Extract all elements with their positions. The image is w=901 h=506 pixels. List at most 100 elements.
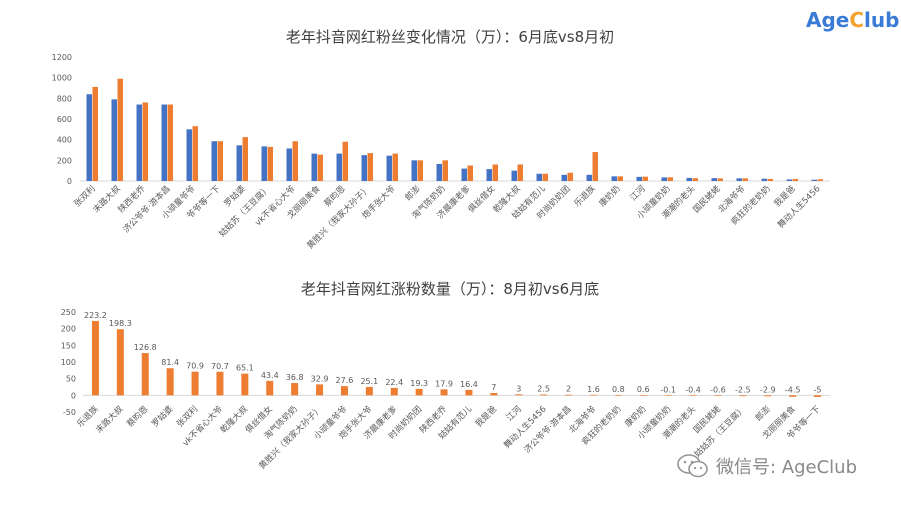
chart2-data-label: -4.5 (785, 385, 801, 394)
chart1-bar-august (517, 164, 523, 181)
chart2-bar (565, 394, 573, 396)
chart1-bar-august (192, 126, 198, 181)
chart2-x-tick-label: 郎澎 (753, 403, 773, 423)
chart2-data-label: 0.8 (612, 385, 625, 394)
chart2-bar (415, 388, 423, 396)
chart1-x-tick-label: 舞动人生5456 (775, 183, 822, 230)
chart2-y-tick-label: 100 (61, 358, 76, 367)
wechat-label: 微信号: AgeClub (716, 457, 858, 478)
chart2-bar (764, 395, 772, 397)
chart2-data-label: 17.9 (435, 379, 453, 388)
chart1-x-tick-label: 郎澎 (403, 183, 423, 203)
chart2-bar (589, 394, 597, 396)
chart2-data-label: 70.9 (186, 362, 204, 371)
chart1-bar-june (636, 176, 642, 181)
ageclub-logo: AgeClub (806, 8, 900, 32)
chart2-bar (91, 320, 99, 396)
chart1-bar-june (811, 179, 817, 181)
chart2-data-label: 65.1 (236, 364, 254, 373)
chart1-bar-june (111, 99, 117, 181)
chart1-bar-august (242, 137, 248, 181)
chart1-y-tick-label: 0 (67, 177, 72, 186)
chart1-bar-june (661, 177, 667, 181)
chart2-data-label: 16.4 (460, 380, 478, 389)
chart2-bar (440, 389, 448, 396)
chart1-y-tick-label: 600 (57, 115, 72, 124)
chart2-y-tick-label: 150 (61, 341, 76, 350)
chart2-bar (216, 371, 224, 396)
chart1-bar-june (486, 169, 492, 181)
chart1-bar-august (142, 102, 148, 181)
wechat-watermark: 微信号: AgeClub (676, 452, 857, 480)
chart2-y-tick-label: -50 (63, 408, 76, 417)
chart1-bar-june (336, 153, 342, 181)
chart1-bar-august (767, 178, 773, 181)
chart2-data-label: 223.2 (84, 311, 107, 320)
chart1-bar-june (236, 145, 242, 181)
chart1-bar-june (761, 178, 767, 181)
chart1-bar-august (542, 173, 548, 181)
chart1-bar-august (467, 165, 473, 181)
chart2-data-label: 1.6 (587, 385, 600, 394)
chart1-bar-june (361, 155, 367, 181)
chart2-bar (664, 395, 672, 396)
chart2-data-label: -0.4 (685, 385, 701, 394)
chart1-x-tick-label: 江河 (628, 183, 648, 203)
chart1-bar-august (817, 179, 823, 181)
chart1-y-tick-label: 800 (57, 94, 72, 103)
chart2-data-label: 19.3 (410, 379, 428, 388)
chart2-y-tick-label: 0 (71, 391, 76, 400)
chart2-bar (614, 395, 622, 396)
chart1-y-tick-label: 1200 (52, 53, 72, 62)
chart1-bar-june (136, 104, 142, 181)
chart1-bar-june (261, 146, 267, 181)
chart2-bar (689, 395, 697, 396)
chart2-data-label: 81.4 (161, 358, 179, 367)
chart1-bar-june (386, 155, 392, 181)
chart2-x-tick-label: 末路大叔 (94, 403, 126, 435)
chart1-y-tick-label: 200 (57, 156, 72, 165)
chart1-bar-august (442, 160, 448, 181)
chart1-fan-change: 020040060080010001200张双利末路大叔陕西老乔济公爷爷·游本昌… (52, 53, 830, 251)
chart1-bar-august (667, 177, 673, 181)
chart1-bar-august (492, 164, 498, 181)
chart2-data-label: 3 (516, 384, 521, 393)
chart2-data-label: 25.1 (360, 377, 378, 386)
chart2-data-label: 43.4 (261, 371, 279, 380)
chart1-bar-june (436, 163, 442, 181)
chart2-data-label: 198.3 (109, 319, 132, 328)
chart1-x-tick-label: 康奶奶 (597, 183, 623, 209)
chart1-bar-june (586, 174, 592, 181)
chart2-data-label: -2.5 (735, 385, 751, 394)
chart2-bar (141, 353, 149, 396)
chart1-bar-june (786, 179, 792, 181)
chart1-bar-august (292, 141, 298, 181)
chart2-data-label: 126.8 (134, 343, 157, 352)
chart1-bar-june (286, 148, 292, 181)
chart2-x-tick-label: 罗姑婆 (149, 403, 175, 429)
chart1-bar-june (161, 104, 167, 181)
chart1-bar-june (311, 153, 317, 181)
chart2-bar (316, 384, 324, 396)
chart1-bar-june (511, 170, 517, 181)
chart2-bar (191, 371, 199, 396)
chart1-y-tick-label: 1000 (52, 74, 72, 83)
chart1-bar-june (611, 176, 617, 181)
chart2-x-tick-label: 我是爸 (473, 403, 499, 429)
chart2-data-label: -0.6 (710, 385, 726, 394)
chart1-bar-june (186, 129, 192, 181)
chart1-bar-august (592, 152, 598, 181)
chart1-title: 老年抖音网红粉丝变化情况（万）：6月底vs8月初 (286, 28, 614, 46)
chart1-bar-june (411, 160, 417, 181)
chart2-data-label: 27.6 (336, 376, 354, 385)
chart1-bar-august (342, 141, 348, 181)
chart2-title: 老年抖音网红涨粉数量（万）：8月初vs6月底 (301, 280, 599, 298)
chart2-bar (639, 395, 647, 396)
chart1-bar-august (692, 178, 698, 181)
chart1-bar-august (267, 146, 273, 181)
chart2-bar (739, 395, 747, 397)
chart1-bar-june (711, 178, 717, 181)
chart1-bar-august (642, 176, 648, 181)
